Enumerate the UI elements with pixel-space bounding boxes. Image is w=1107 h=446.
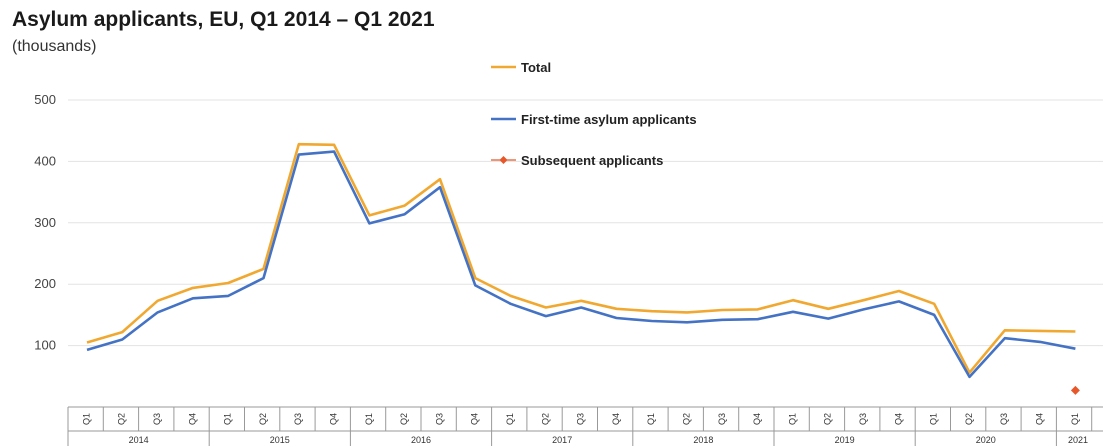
- legend-label-0: Total: [521, 60, 551, 75]
- x-tick-label-quarter: Q1: [787, 413, 797, 425]
- y-tick-label-300: 300: [34, 215, 56, 230]
- x-tick-label-quarter: Q3: [576, 413, 586, 425]
- x-tick-label-year-2017: 2017: [552, 435, 572, 445]
- x-tick-label-quarter: Q4: [328, 413, 338, 425]
- x-tick-label-quarter: Q2: [681, 413, 691, 425]
- x-tick-label-quarter: Q3: [434, 413, 444, 425]
- x-tick-label-year-2020: 2020: [976, 435, 996, 445]
- x-tick-label-quarter: Q2: [540, 413, 550, 425]
- x-tick-label-year-2018: 2018: [693, 435, 713, 445]
- x-tick-label-quarter: Q3: [999, 413, 1009, 425]
- y-tick-label-500: 500: [34, 92, 56, 107]
- x-tick-label-year-2019: 2019: [835, 435, 855, 445]
- x-tick-label-quarter: Q3: [293, 413, 303, 425]
- series-line-0: [86, 142, 1076, 374]
- x-tick-label-quarter: Q2: [117, 413, 127, 425]
- x-tick-label-year-2016: 2016: [411, 435, 431, 445]
- x-tick-label-quarter: Q2: [399, 413, 409, 425]
- x-tick-label-quarter: Q4: [611, 413, 621, 425]
- legend-label-1: First-time asylum applicants: [521, 112, 697, 127]
- x-tick-label-year-2021: 2021: [1068, 435, 1088, 445]
- x-tick-label-quarter: Q1: [81, 413, 91, 425]
- x-tick-label-quarter: Q3: [152, 413, 162, 425]
- x-tick-label-quarter: Q1: [223, 413, 233, 425]
- legend-marker-2: [499, 156, 508, 164]
- y-tick-label-400: 400: [34, 153, 56, 168]
- series-point-2: [1070, 385, 1080, 395]
- x-tick-label-quarter: Q4: [893, 413, 903, 425]
- y-tick-label-100: 100: [34, 338, 56, 353]
- x-tick-label-quarter: Q2: [258, 413, 268, 425]
- x-tick-label-quarter: Q4: [1034, 413, 1044, 425]
- x-tick-label-year-2015: 2015: [270, 435, 290, 445]
- x-tick-label-quarter: Q4: [752, 413, 762, 425]
- x-tick-label-quarter: Q1: [505, 413, 515, 425]
- x-tick-label-quarter: Q2: [823, 413, 833, 425]
- x-tick-label-quarter: Q2: [964, 413, 974, 425]
- x-tick-label-quarter: Q4: [187, 413, 197, 425]
- x-tick-label-quarter: Q3: [717, 413, 727, 425]
- series-line-1: [86, 150, 1076, 379]
- legend-label-2: Subsequent applicants: [521, 153, 663, 168]
- x-tick-label-quarter: Q1: [646, 413, 656, 425]
- x-tick-label-quarter: Q1: [364, 413, 374, 425]
- x-tick-label-quarter: Q1: [1070, 413, 1080, 425]
- chart-title: Asylum applicants, EU, Q1 2014 – Q1 2021: [12, 8, 435, 31]
- chart-subtitle: (thousands): [12, 38, 97, 55]
- x-tick-label-quarter: Q1: [929, 413, 939, 425]
- x-tick-label-quarter: Q4: [470, 413, 480, 425]
- y-tick-label-200: 200: [34, 276, 56, 291]
- x-tick-label-year-2014: 2014: [129, 435, 149, 445]
- x-tick-label-quarter: Q3: [858, 413, 868, 425]
